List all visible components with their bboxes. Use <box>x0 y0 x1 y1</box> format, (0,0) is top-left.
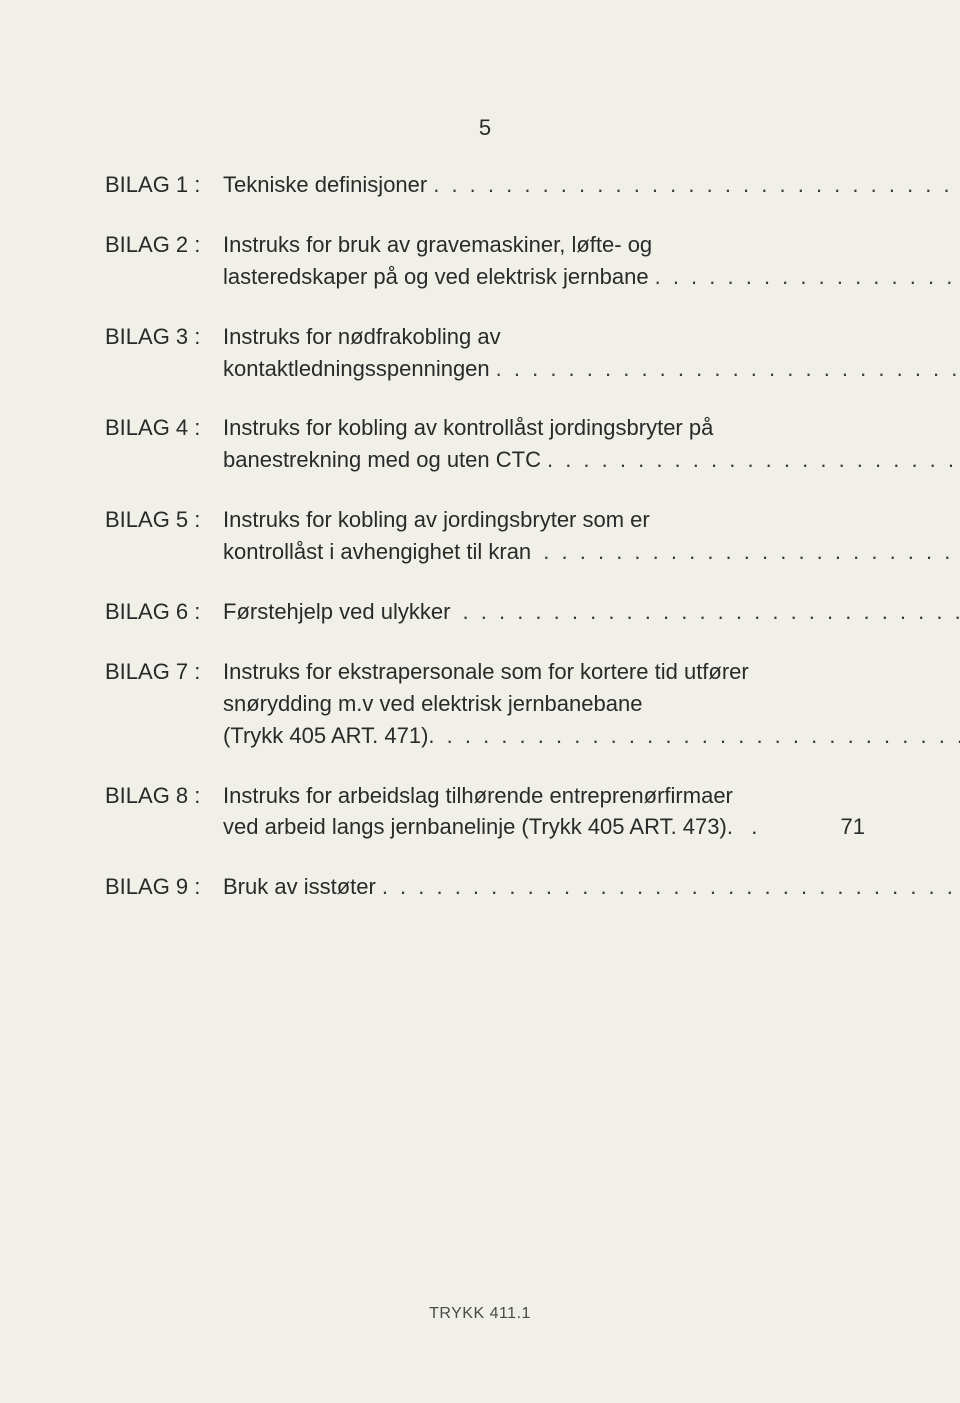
toc-entry: BILAG 2 :Instruks for bruk av gravemaski… <box>105 229 865 293</box>
entry-text: Førstehjelp ved ulykker <box>223 596 457 628</box>
entry-text: lasteredskaper på og ved elektrisk jernb… <box>223 261 649 293</box>
entry-text: ved arbeid langs jernbanelinje (Trykk 40… <box>223 811 757 843</box>
entry-line: kontrollåst i avhengighet til kran . . .… <box>223 536 960 568</box>
entry-line: Bruk av isstøter. . . . . . . . . . . . … <box>223 871 960 903</box>
entry-label: BILAG 3 : <box>105 321 223 385</box>
entry-line: kontaktledningsspenningen. . . . . . . .… <box>223 353 960 385</box>
entry-content: Instruks for kobling av kontrollåst jord… <box>223 412 960 476</box>
entry-label: BILAG 8 : <box>105 780 223 844</box>
entry-text: Tekniske definisjoner <box>223 169 427 201</box>
leader-dots: . . . . . . . . . . . . . . . . . . . . … <box>490 353 960 385</box>
page-number: 5 <box>105 115 865 141</box>
entry-label: BILAG 4 : <box>105 412 223 476</box>
entry-page: 71 <box>833 811 865 843</box>
entry-label: BILAG 6 : <box>105 596 223 628</box>
entry-line: ved arbeid langs jernbanelinje (Trykk 40… <box>223 811 865 843</box>
entry-content: Instruks for ekstrapersonale som for kor… <box>223 656 960 752</box>
entry-label: BILAG 1 : <box>105 169 223 201</box>
entry-line: Førstehjelp ved ulykker . . . . . . . . … <box>223 596 960 628</box>
entry-text: kontaktledningsspenningen <box>223 353 490 385</box>
entry-text: (Trykk 405 ART. 471). <box>223 720 441 752</box>
entry-line: Instruks for kobling av jordingsbryter s… <box>223 504 960 536</box>
entry-content: Instruks for bruk av gravemaskiner, løft… <box>223 229 960 293</box>
entry-label: BILAG 9 : <box>105 871 223 903</box>
entry-line: Instruks for nødfrakobling av <box>223 321 960 353</box>
entry-text: Instruks for bruk av gravemaskiner, løft… <box>223 229 652 261</box>
entry-content: Tekniske definisjoner. . . . . . . . . .… <box>223 169 960 201</box>
toc-entry: BILAG 6 :Førstehjelp ved ulykker . . . .… <box>105 596 865 628</box>
footer-text: TRYKK 411.1 <box>0 1305 960 1323</box>
page-content: 5 BILAG 1 :Tekniske definisjoner. . . . … <box>0 0 960 903</box>
entry-label: BILAG 5 : <box>105 504 223 568</box>
entry-label: BILAG 2 : <box>105 229 223 293</box>
entry-text: kontrollåst i avhengighet til kran <box>223 536 537 568</box>
leader-dots: . . . . . . . . . . . . . . . . . . . . … <box>441 720 960 752</box>
entry-content: Instruks for kobling av jordingsbryter s… <box>223 504 960 568</box>
entry-text: Instruks for ekstrapersonale som for kor… <box>223 656 749 688</box>
entry-line: banestrekning med og uten CTC. . . . . .… <box>223 444 960 476</box>
entry-content: Førstehjelp ved ulykker . . . . . . . . … <box>223 596 960 628</box>
leader-dots: . . . . . . . . . . . . . . . . . . . . … <box>376 871 960 903</box>
leader-dots: . . . . . . . . . . . . . . . . . . . . … <box>537 536 960 568</box>
entry-text: Instruks for nødfrakobling av <box>223 321 501 353</box>
entry-line: snørydding m.v ved elektrisk jernbaneban… <box>223 688 960 720</box>
entry-line: Instruks for ekstrapersonale som for kor… <box>223 656 960 688</box>
toc-entry: BILAG 4 :Instruks for kobling av kontrol… <box>105 412 865 476</box>
entry-text: banestrekning med og uten CTC <box>223 444 541 476</box>
entry-content: Instruks for nødfrakobling avkontaktledn… <box>223 321 960 385</box>
entry-text: Bruk av isstøter <box>223 871 376 903</box>
entry-line: (Trykk 405 ART. 471). . . . . . . . . . … <box>223 720 960 752</box>
entry-text: snørydding m.v ved elektrisk jernbaneban… <box>223 688 642 720</box>
leader-dots: . . . . . . . . . . . . . . . . . . . . … <box>457 596 960 628</box>
toc-entry: BILAG 7 :Instruks for ekstrapersonale so… <box>105 656 865 752</box>
toc-entry: BILAG 3 :Instruks for nødfrakobling avko… <box>105 321 865 385</box>
entry-text: Instruks for kobling av kontrollåst jord… <box>223 412 713 444</box>
entry-label: BILAG 7 : <box>105 656 223 752</box>
entry-line: Instruks for arbeidslag tilhørende entre… <box>223 780 865 812</box>
entry-content: Instruks for arbeidslag tilhørende entre… <box>223 780 865 844</box>
toc-entry: BILAG 5 :Instruks for kobling av jording… <box>105 504 865 568</box>
entry-text: Instruks for kobling av jordingsbryter s… <box>223 504 650 536</box>
toc-entry: BILAG 9 :Bruk av isstøter. . . . . . . .… <box>105 871 865 903</box>
toc-entry: BILAG 1 :Tekniske definisjoner. . . . . … <box>105 169 865 201</box>
toc-entries: BILAG 1 :Tekniske definisjoner. . . . . … <box>105 169 865 903</box>
leader-dots: . . . . . . . . . . . . . . . . . . . . … <box>541 444 960 476</box>
entry-line: Instruks for kobling av kontrollåst jord… <box>223 412 960 444</box>
leader-dots: . . . . . . . . . . . . . . . . . . . . … <box>649 261 960 293</box>
entry-text: Instruks for arbeidslag tilhørende entre… <box>223 780 733 812</box>
entry-line: lasteredskaper på og ved elektrisk jernb… <box>223 261 960 293</box>
entry-content: Bruk av isstøter. . . . . . . . . . . . … <box>223 871 960 903</box>
leader-dots: . . . . . . . . . . . . . . . . . . . . … <box>427 169 960 201</box>
toc-entry: BILAG 8 :Instruks for arbeidslag tilhøre… <box>105 780 865 844</box>
entry-line: Tekniske definisjoner. . . . . . . . . .… <box>223 169 960 201</box>
entry-line: Instruks for bruk av gravemaskiner, løft… <box>223 229 960 261</box>
